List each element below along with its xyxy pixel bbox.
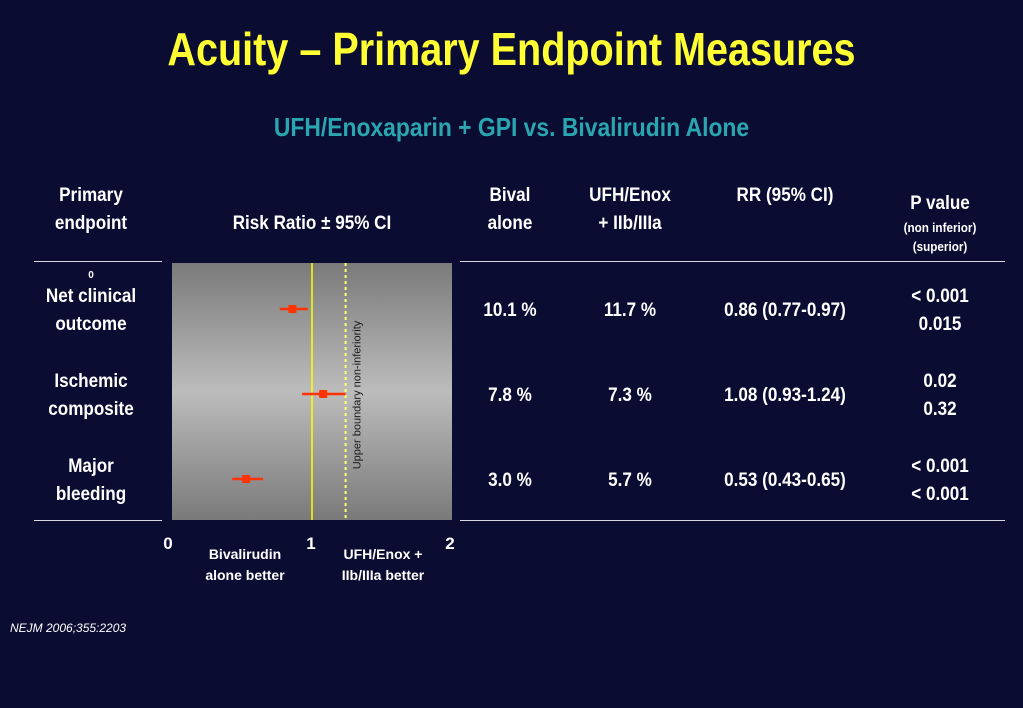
header-primary-endpoint-line1: Primary bbox=[59, 185, 123, 206]
pvalue-row-3-superior: < 0.001 bbox=[911, 484, 969, 505]
rr-row-2: 1.08 (0.93-1.24) bbox=[724, 385, 846, 406]
header-primary-endpoint: Primary endpoint bbox=[36, 182, 146, 238]
bival-row-3: 3.0 % bbox=[488, 470, 532, 491]
endpoint-net-clinical: Net clinical outcome bbox=[36, 283, 146, 339]
rule-bottom-left bbox=[34, 520, 162, 521]
header-bival-line1: Bival bbox=[489, 185, 531, 206]
rr-marker-1 bbox=[288, 305, 297, 313]
header-risk-ratio: Risk Ratio ± 95% CI bbox=[232, 213, 392, 234]
ufh-row-1: 11.7 % bbox=[603, 300, 657, 321]
endpoint-ischemic-line2: composite bbox=[48, 399, 134, 420]
ufh-row-2: 7.3 % bbox=[608, 385, 652, 406]
pvalue-row-3-noninferior: < 0.001 bbox=[911, 456, 969, 477]
rr-marker-3 bbox=[242, 475, 251, 483]
tick-label-0: 0 bbox=[163, 534, 172, 553]
pvalue-row-1: < 0.001 0.015 bbox=[882, 283, 999, 339]
pvalue-row-2-superior: 0.32 bbox=[923, 399, 957, 420]
rule-top-right bbox=[460, 261, 1005, 262]
left-label-line1: Bivalirudin bbox=[209, 546, 281, 562]
rr-row-1: 0.86 (0.77-0.97) bbox=[724, 300, 846, 321]
endpoint-major-bleeding-line1: Major bbox=[68, 456, 114, 477]
tick-label-1: 1 bbox=[306, 534, 315, 553]
header-ufh-line1: UFH/Enox bbox=[589, 185, 671, 206]
plot-panel bbox=[172, 263, 452, 520]
right-label-line2: IIb/IIIa better bbox=[342, 567, 425, 583]
header-p-value-noninferior: (non inferior) bbox=[903, 220, 977, 235]
pvalue-row-1-superior: 0.015 bbox=[918, 314, 962, 335]
tick-label-2: 2 bbox=[445, 534, 454, 553]
pvalue-row-2-noninferior: 0.02 bbox=[923, 371, 957, 392]
rule-bottom-right bbox=[460, 520, 1005, 521]
pvalue-row-3: < 0.001 < 0.001 bbox=[882, 453, 999, 509]
ufh-row-3: 5.7 % bbox=[608, 470, 652, 491]
pvalue-row-1-noninferior: < 0.001 bbox=[911, 286, 969, 307]
stray-zero-label: 0 bbox=[88, 270, 94, 281]
rule-top-left bbox=[34, 261, 162, 262]
boundary-label: Upper boundary non-inferiority bbox=[352, 320, 364, 469]
header-rr-ci: RR (95% CI) bbox=[736, 185, 834, 206]
endpoint-major-bleeding: Major bleeding bbox=[36, 453, 146, 509]
slide-title: Acuity – Primary Endpoint Measures bbox=[167, 23, 856, 75]
pvalue-row-2: 0.02 0.32 bbox=[882, 368, 999, 424]
bival-row-1: 10.1 % bbox=[483, 300, 537, 321]
header-p-value-label: P value bbox=[910, 193, 970, 214]
rr-marker-2 bbox=[319, 390, 328, 398]
header-p-value: P value (non inferior) (superior) bbox=[882, 190, 999, 256]
endpoint-net-clinical-line2: outcome bbox=[55, 314, 127, 335]
header-ufh-line2: + IIb/IIIa bbox=[598, 213, 662, 234]
endpoint-ischemic-line1: Ischemic bbox=[54, 371, 128, 392]
endpoint-major-bleeding-line2: bleeding bbox=[55, 484, 127, 505]
header-primary-endpoint-line2: endpoint bbox=[54, 213, 128, 234]
header-bival-alone: Bival alone bbox=[465, 182, 555, 238]
right-label-line1: UFH/Enox + bbox=[344, 546, 423, 562]
endpoint-net-clinical-line1: Net clinical bbox=[45, 286, 137, 307]
endpoint-ischemic: Ischemic composite bbox=[36, 368, 146, 424]
header-ufh-enox: UFH/Enox + IIb/IIIa bbox=[576, 182, 684, 238]
slide-subtitle: UFH/Enoxaparin + GPI vs. Bivalirudin Alo… bbox=[273, 112, 750, 142]
bival-row-2: 7.8 % bbox=[488, 385, 532, 406]
rr-row-3: 0.53 (0.43-0.65) bbox=[724, 470, 846, 491]
left-label-line2: alone better bbox=[205, 567, 285, 583]
citation: NEJM 2006;355:2203 bbox=[10, 621, 127, 635]
header-p-value-superior: (superior) bbox=[912, 239, 968, 254]
header-bival-line2: alone bbox=[487, 213, 533, 234]
